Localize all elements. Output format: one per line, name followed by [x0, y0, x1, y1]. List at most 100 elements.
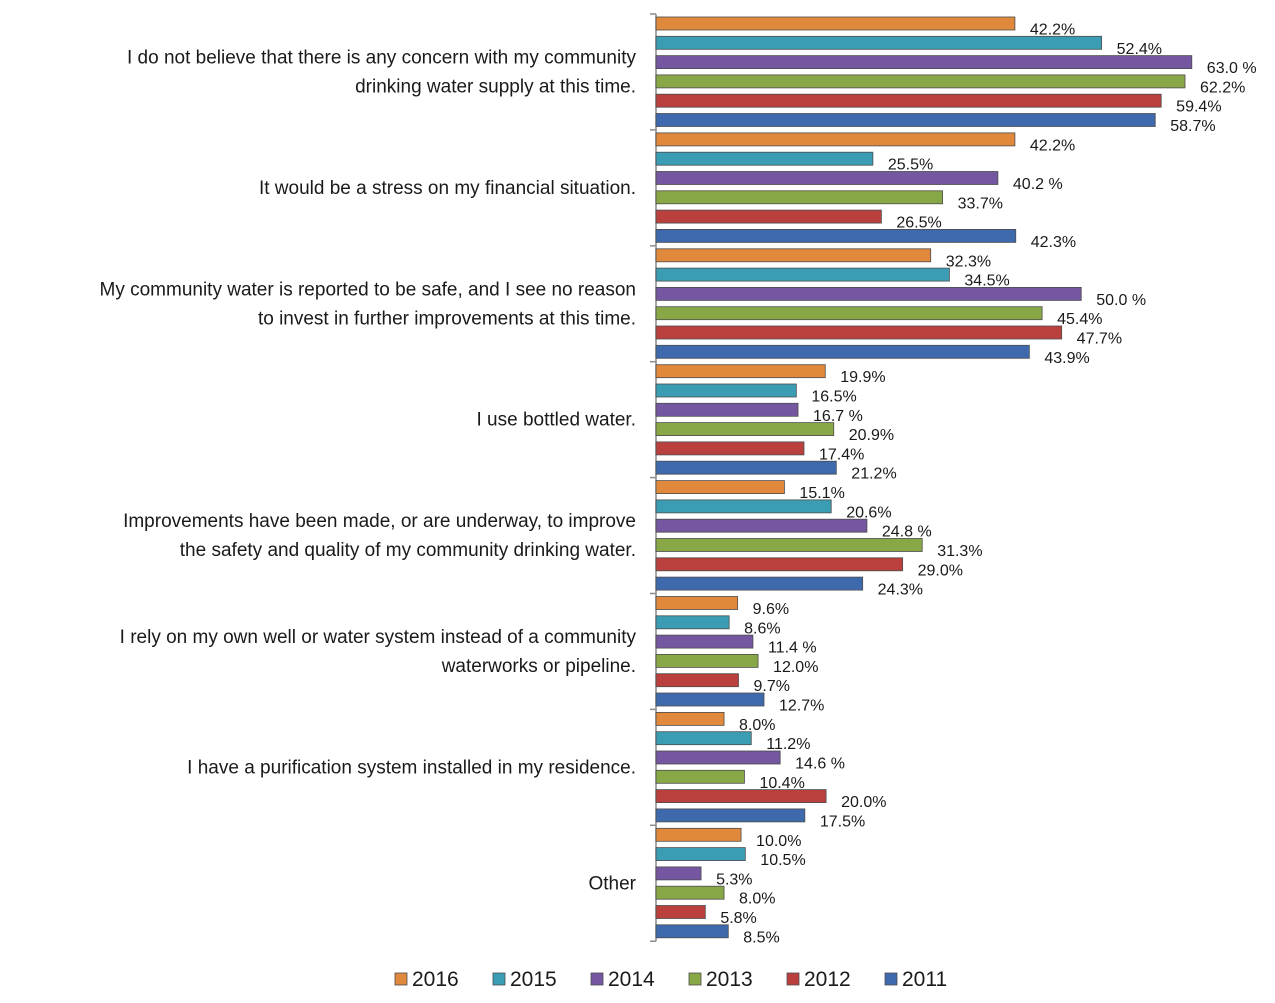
data-label: 26.5% [896, 215, 941, 232]
data-label: 50.0 % [1096, 292, 1146, 309]
legend-label: 2015 [510, 968, 557, 991]
category-labels: I do not believe that there is any conce… [100, 47, 637, 894]
bar-2014 [655, 866, 702, 881]
bar-2014 [655, 750, 781, 765]
bar-2015 [655, 847, 746, 861]
data-label: 5.3% [716, 871, 752, 888]
bar-2016 [655, 248, 932, 263]
data-label: 59.4% [1176, 99, 1221, 116]
category-label: I use bottled water. [477, 410, 637, 431]
data-label: 43.9% [1044, 350, 1089, 367]
data-label: 34.5% [964, 273, 1009, 290]
bar-2014 [655, 55, 1193, 69]
data-label: 16.7 % [813, 408, 863, 425]
bar-2012 [655, 93, 1162, 108]
category-label: It would be a stress on my financial sit… [259, 178, 636, 199]
bar-2014 [655, 634, 754, 649]
bar-2013 [655, 422, 835, 437]
bar-2014 [655, 402, 799, 417]
bar-2011 [655, 228, 1017, 243]
data-label: 42.2% [1030, 22, 1075, 39]
bar-2016 [655, 827, 742, 842]
data-label: 24.3% [878, 582, 923, 599]
data-label: 10.0% [756, 833, 801, 850]
data-label: 20.0% [841, 794, 886, 811]
bar-2011 [655, 576, 864, 591]
category-label: drinking water supply at this time. [355, 76, 636, 97]
data-label: 29.0% [918, 562, 963, 579]
data-label: 9.7% [753, 678, 789, 695]
bar-2012 [655, 905, 706, 919]
bar-2015 [655, 35, 1103, 50]
data-label: 20.6% [846, 504, 891, 521]
bar-2016 [655, 364, 826, 379]
category-label: I have a purification system installed i… [187, 757, 636, 778]
data-label: 16.5% [811, 389, 856, 406]
legend-label: 2012 [804, 968, 851, 991]
category-label: Other [588, 873, 636, 894]
bar-2016 [655, 132, 1016, 147]
bar-2015 [655, 151, 874, 166]
bar-2016 [655, 16, 1016, 31]
legend-swatch [492, 972, 506, 986]
bar-2011 [655, 113, 1156, 127]
data-label: 8.0% [739, 717, 775, 734]
legend-swatch [688, 972, 702, 986]
legend-label: 2011 [902, 968, 947, 991]
data-label: 47.7% [1077, 331, 1122, 348]
legend-swatch [884, 972, 898, 986]
bar-2013 [655, 769, 745, 784]
bar-2013 [655, 654, 759, 668]
category-label: waterworks or pipeline. [441, 656, 636, 677]
data-label: 15.1% [799, 485, 844, 502]
data-label: 9.6% [753, 601, 789, 618]
data-label: 58.7% [1170, 118, 1215, 135]
data-label: 31.3% [937, 543, 982, 560]
data-label: 12.7% [779, 698, 824, 715]
data-label: 21.2% [851, 466, 896, 483]
bar-2011 [655, 808, 806, 823]
bar-2012 [655, 557, 904, 572]
bar-2012 [655, 325, 1063, 340]
data-label: 62.2% [1200, 79, 1245, 96]
bar-2016 [655, 712, 725, 726]
bar-2016 [655, 596, 739, 610]
bar-2014 [655, 286, 1082, 301]
data-label: 20.9% [849, 427, 894, 444]
bar-2013 [655, 74, 1186, 89]
data-label: 10.5% [760, 852, 805, 869]
data-label: 32.3% [946, 253, 991, 270]
data-label: 17.4% [819, 446, 864, 463]
data-label: 25.5% [888, 157, 933, 174]
category-label: to invest in further improvements at thi… [258, 308, 636, 329]
bar-2011 [655, 460, 837, 475]
data-label: 5.8% [720, 910, 756, 927]
bar-2015 [655, 731, 752, 746]
bar-2012 [655, 441, 805, 456]
data-label: 40.2 % [1013, 176, 1063, 193]
bar-2015 [655, 615, 730, 630]
category-axis [650, 13, 657, 942]
legend-label: 2016 [412, 968, 459, 991]
data-label: 19.9% [840, 369, 885, 386]
bar-2011 [655, 924, 729, 939]
data-label: 42.3% [1031, 234, 1076, 251]
bar-2013 [655, 306, 1043, 321]
value-labels: 42.2% 42.2% 32.3% 19.9% 15.1% 9.6% 8.0% 10.0% 52… [716, 22, 1257, 947]
legend-label: 2013 [706, 968, 753, 991]
data-label: 12.0% [773, 659, 818, 676]
legend-swatch [590, 972, 604, 986]
category-label: the safety and quality of my community d… [180, 540, 636, 561]
bar-2014 [655, 171, 999, 185]
category-label: My community water is reported to be saf… [100, 279, 637, 300]
data-label: 52.4% [1117, 41, 1162, 58]
data-label: 42.2% [1030, 137, 1075, 154]
bar-2015 [655, 267, 950, 282]
bar-2012 [655, 209, 882, 224]
data-label: 8.5% [743, 929, 779, 946]
data-label: 17.5% [820, 813, 865, 830]
legend-swatch [786, 972, 800, 986]
data-label: 63.0 % [1207, 60, 1257, 77]
